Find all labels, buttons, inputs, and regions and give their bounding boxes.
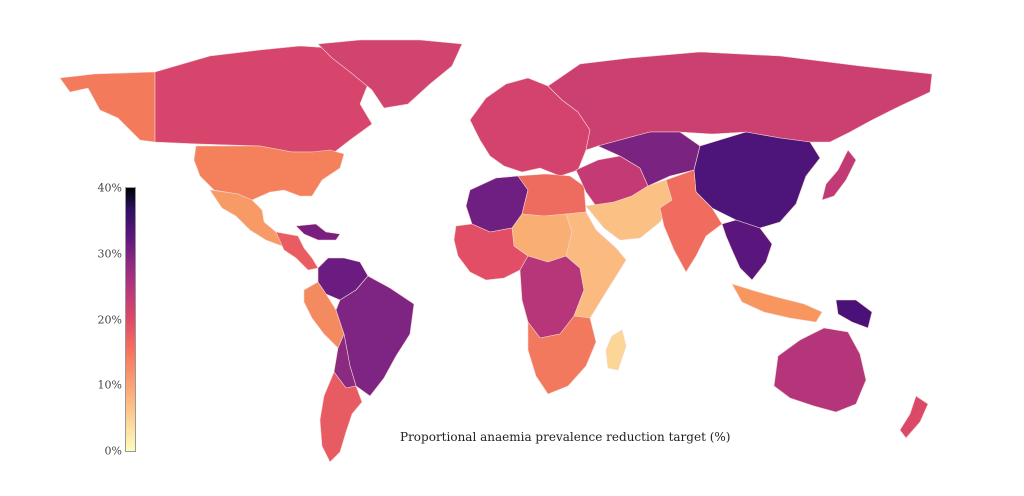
legend-tick-0: 0% [104, 444, 122, 458]
map-caption: Proportional anaemia prevalence reductio… [400, 430, 731, 444]
color-legend: 40% 30% 20% 10% 0% [88, 180, 148, 460]
region-north-africa-east [517, 173, 587, 217]
legend-color-bar [125, 187, 136, 452]
region-greenland [317, 39, 463, 109]
legend-tick-40: 40% [97, 181, 122, 195]
legend-tick-20: 20% [97, 313, 122, 326]
region-new-guinea [835, 299, 873, 329]
region-canada [154, 45, 373, 155]
legend-tick-30: 30% [97, 247, 122, 261]
region-central-america [275, 231, 319, 271]
region-india [659, 169, 723, 273]
region-southeast-asia [721, 219, 773, 281]
region-argentina-chile [319, 371, 363, 463]
region-caribbean [295, 223, 341, 241]
legend-tick-10: 10% [97, 378, 122, 392]
region-madagascar [605, 329, 627, 371]
region-new-zealand [899, 395, 929, 439]
region-southern-africa [527, 315, 597, 395]
region-japan [821, 149, 857, 201]
region-indonesia [731, 283, 823, 323]
region-australia [773, 327, 867, 413]
region-alaska [59, 71, 156, 143]
region-usa [193, 145, 345, 201]
